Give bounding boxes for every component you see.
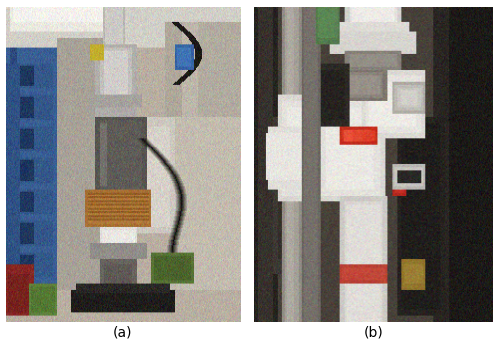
Text: (a): (a) [113, 325, 133, 339]
Text: (b): (b) [364, 325, 384, 339]
